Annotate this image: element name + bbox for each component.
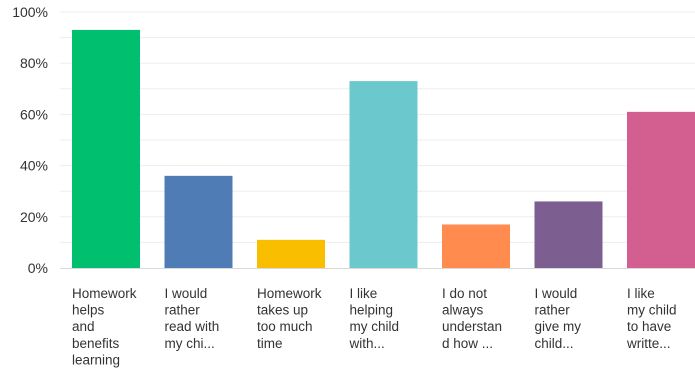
y-tick-label: 0%	[28, 260, 48, 276]
category-label-line: I would	[535, 286, 578, 301]
category-label-line: to have	[627, 319, 671, 334]
category-label-line: d how ...	[442, 336, 493, 351]
category-label-line: Homework	[257, 286, 322, 301]
category-label-line: my child	[350, 319, 400, 334]
category-label-line: writte...	[626, 336, 671, 351]
bar-4	[349, 81, 418, 269]
category-label-line: my child	[627, 303, 677, 318]
bar-5	[442, 224, 510, 268]
bar-3	[257, 239, 325, 268]
category-label-line: too much	[257, 319, 313, 334]
y-tick-label: 20%	[20, 209, 48, 225]
category-label-line: benefits	[72, 336, 120, 351]
category-label-line: I do not	[442, 286, 487, 301]
category-label-line: takes up	[257, 303, 308, 318]
category-label-line: I like	[627, 286, 655, 301]
category-label-line: give my	[535, 319, 582, 334]
category-label-line: I would	[165, 286, 208, 301]
bar-7	[627, 111, 695, 268]
y-tick-label: 40%	[20, 158, 48, 174]
bars	[72, 29, 695, 269]
category-label-line: helping	[350, 303, 394, 318]
category-label-line: child...	[535, 336, 574, 351]
category-label-line: understan	[442, 319, 502, 334]
category-label-line: learning	[72, 352, 120, 367]
category-label-line: my chi...	[165, 336, 215, 351]
y-tick-label: 100%	[12, 4, 48, 20]
bar-1	[72, 29, 140, 269]
category-label-line: rather	[165, 303, 201, 318]
category-label-line: Homework	[72, 286, 137, 301]
category-label-line: rather	[535, 303, 571, 318]
category-label-line: always	[442, 303, 484, 318]
y-tick-label: 60%	[20, 106, 48, 122]
category-label-line: helps	[72, 303, 105, 318]
bar-2	[164, 175, 233, 268]
y-tick-label: 80%	[20, 55, 48, 71]
y-axis-tick-labels: 0% 20% 40% 60% 80% 100%	[12, 4, 48, 276]
category-label-line: I like	[350, 286, 378, 301]
category-label-line: and	[72, 319, 95, 334]
category-label-line: with...	[349, 336, 385, 351]
category-label-line: time	[257, 336, 283, 351]
category-label-line: read with	[165, 319, 220, 334]
bar-6	[534, 201, 603, 268]
